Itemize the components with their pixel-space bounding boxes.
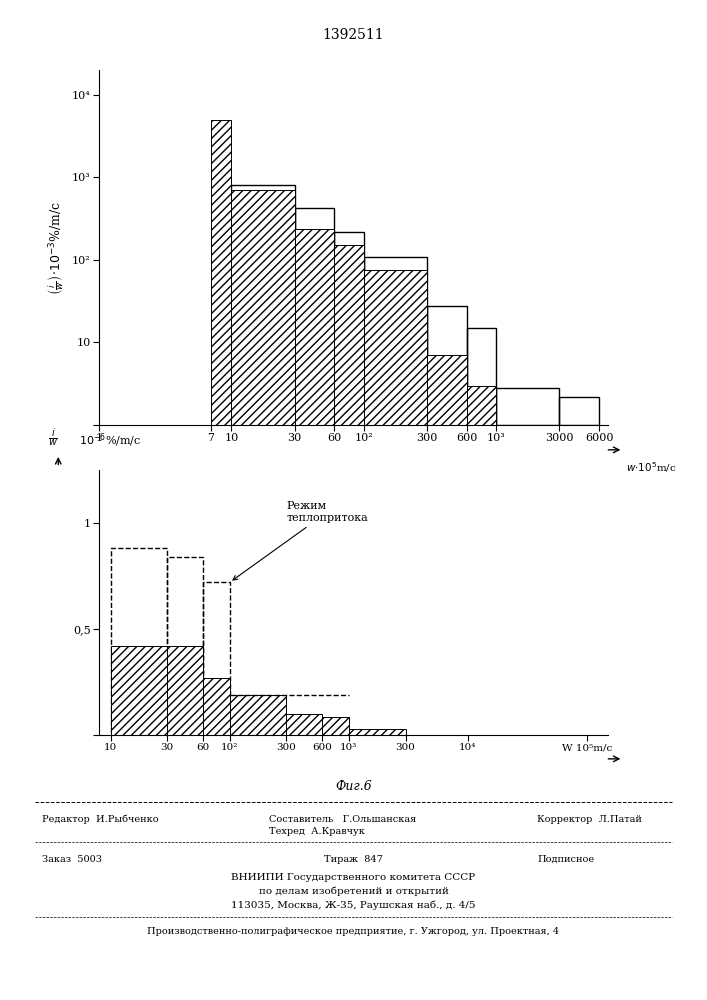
- Text: Производственно-полиграфическое предприятие, г. Ужгород, ул. Проектная, 4: Производственно-полиграфическое предприя…: [148, 927, 559, 936]
- Text: Тираж  847: Тираж 847: [324, 855, 383, 864]
- Text: $w{\cdot}10^5$m/c: $w{\cdot}10^5$m/c: [626, 460, 677, 474]
- Bar: [364, 257, 427, 425]
- Bar: [295, 229, 334, 425]
- Text: Составитель   Г.Ольшанская: Составитель Г.Ольшанская: [269, 815, 416, 824]
- Text: ВНИИПИ Государственного комитета СССР: ВНИИПИ Государственного комитета СССР: [231, 873, 476, 882]
- Text: Корректор  Л.Патай: Корректор Л.Патай: [537, 815, 642, 824]
- Bar: [231, 185, 295, 425]
- Bar: [110, 646, 168, 735]
- Bar: [334, 232, 364, 425]
- Bar: [496, 388, 559, 425]
- Bar: [467, 328, 496, 425]
- Bar: [467, 386, 496, 425]
- Bar: [559, 397, 599, 425]
- Text: Фиг.5: Фиг.5: [335, 471, 372, 484]
- Bar: [110, 548, 168, 735]
- Text: Режим
теплопритока: Режим теплопритока: [233, 501, 368, 580]
- Bar: [168, 557, 203, 735]
- Bar: [349, 729, 406, 735]
- Bar: [364, 270, 427, 425]
- Bar: [203, 582, 230, 735]
- Text: Фиг.6: Фиг.6: [335, 780, 372, 793]
- Text: Подписное: Подписное: [537, 855, 595, 864]
- Text: Заказ  5003: Заказ 5003: [42, 855, 103, 864]
- Text: Редактор  И.Рыбченко: Редактор И.Рыбченко: [42, 815, 159, 824]
- Text: 1392511: 1392511: [322, 28, 385, 42]
- Bar: [322, 717, 349, 735]
- Bar: [231, 190, 295, 425]
- Text: Техред  А.Кравчук: Техред А.Кравчук: [269, 827, 365, 836]
- Bar: [427, 355, 467, 425]
- Bar: [286, 714, 322, 735]
- Bar: [230, 695, 286, 735]
- Text: $10^{-6}$%/m/c: $10^{-6}$%/m/c: [78, 431, 141, 449]
- Bar: [203, 678, 230, 735]
- Bar: [334, 245, 364, 425]
- Text: $\frac{i}{w}$: $\frac{i}{w}$: [48, 427, 58, 449]
- Bar: [427, 306, 467, 425]
- Text: по делам изобретений и открытий: по делам изобретений и открытий: [259, 887, 448, 896]
- Bar: [168, 646, 203, 735]
- Bar: [211, 120, 231, 425]
- Bar: [295, 208, 334, 425]
- Y-axis label: $\left(\frac{i}{w}\right)\!\cdot\!10^{-3}$%/m/c: $\left(\frac{i}{w}\right)\!\cdot\!10^{-3…: [47, 200, 66, 295]
- Text: 113035, Москва, Ж-35, Раушская наб., д. 4/5: 113035, Москва, Ж-35, Раушская наб., д. …: [231, 901, 476, 910]
